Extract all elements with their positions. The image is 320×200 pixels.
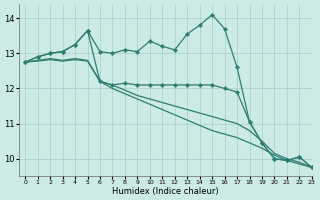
X-axis label: Humidex (Indice chaleur): Humidex (Indice chaleur) (112, 187, 219, 196)
